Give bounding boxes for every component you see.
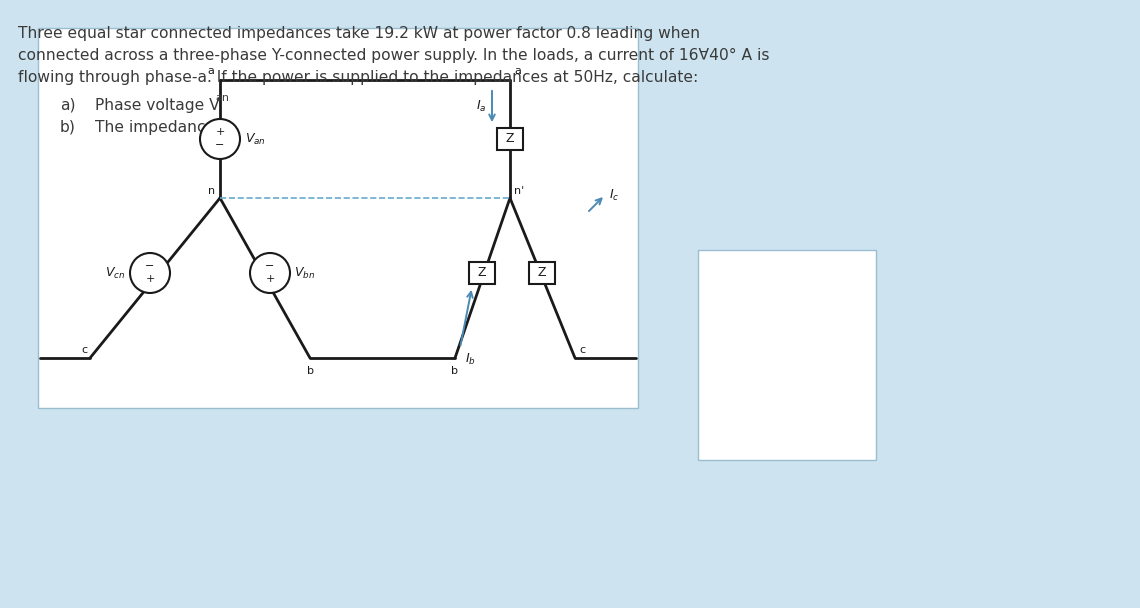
FancyBboxPatch shape <box>698 250 876 460</box>
Text: an: an <box>215 93 229 103</box>
Text: n': n' <box>514 186 524 196</box>
Text: a: a <box>514 66 521 76</box>
Text: $I_b$: $I_b$ <box>465 352 475 367</box>
Text: Phase voltage V: Phase voltage V <box>95 98 220 113</box>
Text: −: − <box>266 261 275 271</box>
Text: $I_a$: $I_a$ <box>475 99 486 114</box>
Text: $V_{an}$: $V_{an}$ <box>245 131 266 147</box>
Text: b: b <box>307 366 314 376</box>
Text: −: − <box>215 140 225 150</box>
Text: +: + <box>215 127 225 137</box>
Text: Z: Z <box>538 266 546 280</box>
Text: connected across a three-phase Y-connected power supply. In the loads, a current: connected across a three-phase Y-connect… <box>18 48 770 63</box>
Bar <box>497 128 523 150</box>
Text: n: n <box>207 186 215 196</box>
Bar <box>469 262 495 284</box>
Text: c: c <box>579 345 585 355</box>
Circle shape <box>250 253 290 293</box>
Text: a): a) <box>60 98 75 113</box>
FancyBboxPatch shape <box>38 28 638 408</box>
Circle shape <box>200 119 241 159</box>
Text: b: b <box>451 366 458 376</box>
Text: flowing through phase-a. If the power is supplied to the impedances at 50Hz, cal: flowing through phase-a. If the power is… <box>18 70 698 85</box>
Text: b): b) <box>60 120 76 135</box>
Text: c: c <box>81 345 87 355</box>
Text: Z: Z <box>506 133 514 145</box>
Text: −: − <box>145 261 155 271</box>
Bar <box>529 262 555 284</box>
Text: The impedance Z: The impedance Z <box>95 120 230 135</box>
Text: Three equal star connected impedances take 19.2 kW at power factor 0.8 leading w: Three equal star connected impedances ta… <box>18 26 700 41</box>
Text: $I_c$: $I_c$ <box>609 187 619 202</box>
Text: Z: Z <box>478 266 487 280</box>
Text: a: a <box>207 66 214 76</box>
Text: +: + <box>266 274 275 284</box>
Text: $V_{cn}$: $V_{cn}$ <box>105 266 125 280</box>
Circle shape <box>130 253 170 293</box>
Text: $V_{bn}$: $V_{bn}$ <box>294 266 315 280</box>
Text: +: + <box>145 274 155 284</box>
